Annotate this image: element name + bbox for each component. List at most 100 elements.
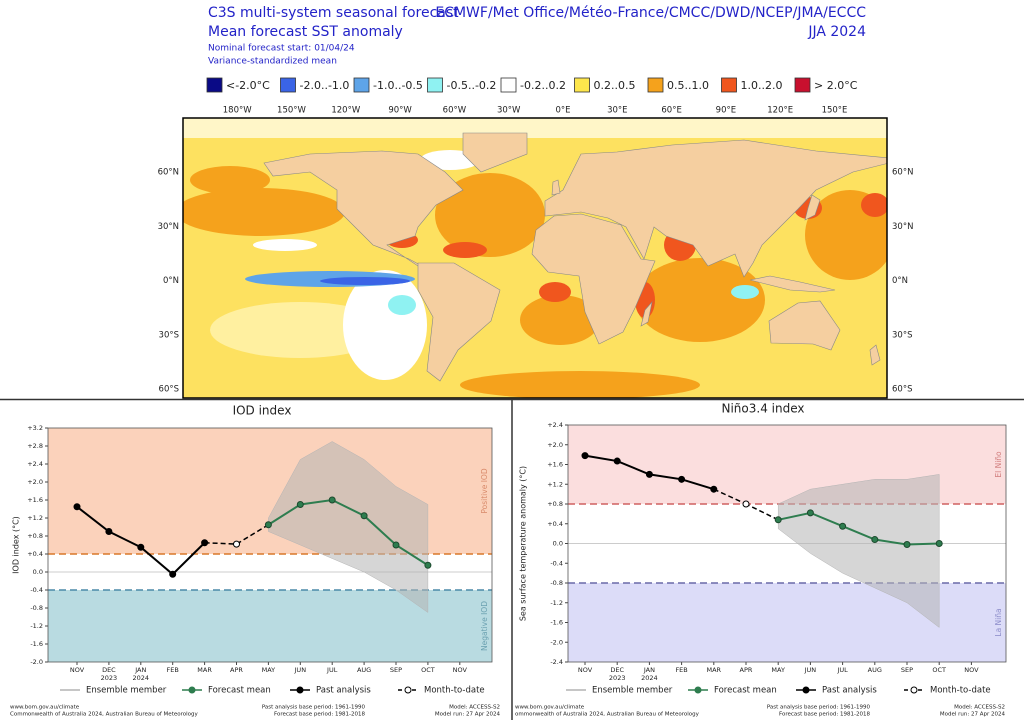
data-point (678, 475, 686, 483)
data-point (424, 561, 432, 569)
legend-label: <-2.0°C (226, 79, 270, 92)
data-point (903, 540, 911, 548)
footer: Commonwealth of Australia 2024, Australi… (10, 712, 198, 718)
y-tick-label: +0.4 (27, 550, 43, 558)
data-point (264, 521, 272, 529)
data-point (935, 540, 943, 547)
lon-label: 90°E (716, 106, 736, 116)
footer: Model: ACCESS-S2 (449, 705, 500, 711)
legend-label: -0.2..0.2 (520, 79, 566, 92)
region-label: Positive IOD (480, 468, 489, 513)
map (182, 117, 888, 399)
ocean (183, 118, 887, 138)
lon-label: 120°E (767, 106, 793, 116)
y-tick-label: 0.0 (553, 540, 563, 548)
x-tick-label: DEC (102, 666, 116, 674)
legend-label: > 2.0°C (814, 79, 858, 92)
map-title: C3S multi-system seasonal forecast (208, 5, 459, 21)
legend-label: Forecast mean (208, 686, 271, 696)
anomaly (320, 277, 410, 285)
y-tick-label: +2.0 (547, 441, 563, 449)
legend-swatch (280, 77, 296, 93)
y-axis-label: Sea surface temperature anomaly (°C) (519, 466, 528, 621)
ensemble-spread (777, 474, 940, 628)
ensemble-spread (268, 441, 429, 613)
y-tick-label: +2.4 (27, 460, 43, 468)
x-tick-label: JAN (643, 666, 655, 674)
x-tick-label: MAR (707, 666, 722, 674)
x-tick-label: FEB (167, 666, 179, 674)
legend-label: Ensemble member (86, 686, 167, 696)
legend-label: 0.2..0.5 (594, 79, 636, 92)
land (749, 275, 836, 293)
land (462, 132, 528, 173)
lon-label: 120°W (331, 106, 360, 116)
anomaly (635, 258, 765, 342)
lon-label: 180°W (223, 106, 252, 116)
legend-marker (188, 686, 196, 694)
footer: Forecast base period: 1981-2018 (274, 712, 365, 718)
chart-title: Niño3.4 index (722, 402, 805, 416)
legend-marker (404, 686, 412, 694)
region-label: El Niño (994, 451, 1003, 478)
y-tick-label: -2.4 (550, 658, 563, 666)
map-frame (182, 117, 888, 399)
footer: www.bom.gov.au/climate (515, 705, 585, 711)
land (640, 300, 653, 327)
x-tick-label: FEB (675, 666, 687, 674)
x-tick-label: APR (740, 666, 753, 674)
y-tick-label: -0.4 (30, 586, 43, 594)
chart-title: IOD index (233, 404, 292, 418)
y-tick-label: -0.8 (30, 604, 43, 612)
y-tick-label: -0.4 (550, 559, 563, 567)
legend-swatch (353, 77, 370, 93)
y-tick-label: +0.8 (547, 500, 563, 508)
legend-label: Past analysis (822, 686, 877, 696)
lat-label: 30°N (892, 222, 913, 232)
x-tick-label: NOV (70, 666, 85, 674)
anomaly (253, 239, 317, 251)
x-tick-label: NOV (453, 666, 468, 674)
data-point (73, 503, 81, 511)
x-tick-label: OCT (932, 666, 946, 674)
anomaly (183, 188, 345, 236)
data-point (742, 500, 750, 508)
land (531, 213, 656, 345)
data-point (806, 509, 814, 517)
y-tick-label: +0.4 (547, 520, 563, 528)
data-point (201, 539, 209, 547)
footer: Model run: 27 Apr 2024 (940, 712, 1006, 718)
lat-label: 30°S (892, 330, 912, 340)
x-tick-label: SEP (390, 666, 402, 674)
region (568, 425, 1006, 504)
data-point (871, 536, 879, 544)
y-tick-label: -1.6 (550, 619, 563, 627)
land (551, 179, 561, 196)
lat-label: 30°S (159, 330, 179, 340)
connector (236, 524, 269, 545)
map-centres: ECMWF/Met Office/Météo-France/CMCC/DWD/N… (435, 5, 866, 21)
data-point (328, 496, 336, 504)
x-tick-label: JUN (804, 666, 817, 674)
data-point (645, 470, 653, 478)
x-tick-label: AUG (868, 666, 882, 674)
lat-label: 60°N (892, 168, 913, 178)
legend-label: Forecast mean (714, 686, 777, 696)
y-tick-label: +1.6 (27, 496, 43, 504)
region (568, 583, 1006, 662)
year-label: 2023 (609, 674, 626, 682)
legend-swatch (647, 77, 664, 93)
y-tick-label: -1.6 (30, 640, 43, 648)
map-subtitle: Variance-standardized mean (208, 57, 337, 67)
legend-marker (802, 686, 810, 694)
legend-label: -1.0..-0.5 (373, 79, 423, 92)
y-tick-label: +2.4 (547, 421, 563, 429)
x-tick-label: JUN (294, 666, 307, 674)
x-tick-label: MAR (197, 666, 212, 674)
lat-label: 60°S (159, 385, 179, 395)
data-point (296, 501, 304, 508)
data-point (169, 570, 177, 578)
legend-label: Month-to-date (930, 686, 991, 696)
footer: Past analysis base period: 1961-1990 (767, 705, 871, 711)
